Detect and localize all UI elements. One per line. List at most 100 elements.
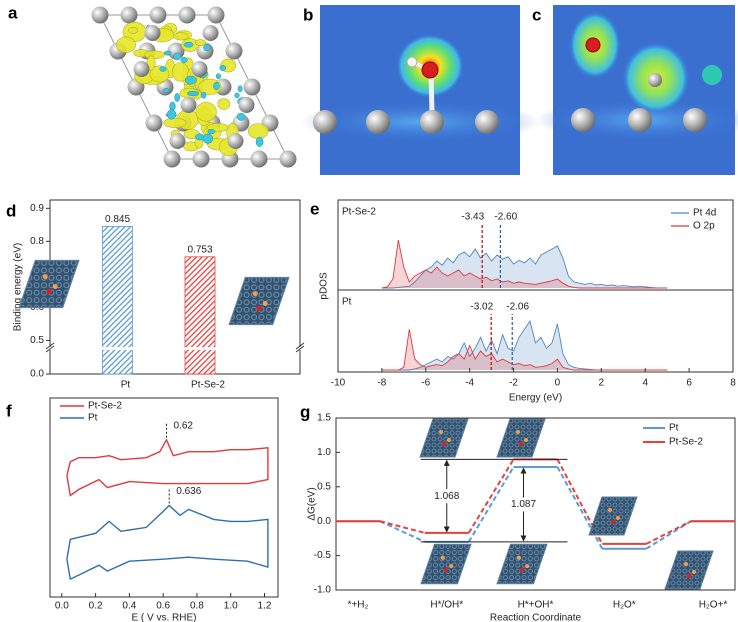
panel-label: b	[303, 5, 313, 24]
band-center-label: -2.06	[506, 302, 529, 313]
bar	[184, 256, 216, 375]
structure-icon	[588, 496, 638, 536]
structure-icon	[664, 550, 714, 590]
charge-isosurface	[116, 36, 136, 53]
axis-break-mark	[295, 342, 305, 350]
line	[381, 329, 668, 371]
atom	[250, 150, 268, 168]
atom	[702, 65, 722, 85]
x-tick-label: 6	[686, 378, 692, 389]
charge-isosurface	[173, 52, 182, 61]
atom	[628, 108, 652, 132]
charge-isosurface	[219, 64, 227, 71]
band-center-label: -3.43	[461, 212, 484, 223]
x-tick-label: -2	[509, 378, 518, 389]
panel-label: a	[8, 3, 18, 22]
value-label: 0.845	[105, 214, 130, 225]
x-tick-label: *+H₂	[348, 600, 369, 611]
atom	[192, 150, 210, 168]
atom	[243, 78, 261, 96]
x-tick-label: H*+OH*	[518, 600, 554, 611]
atom	[227, 133, 244, 149]
charge-density-map	[300, 5, 540, 175]
atom	[145, 114, 163, 132]
atom	[648, 73, 662, 87]
y-axis-title: pDOS	[319, 272, 330, 300]
charge-isosurface	[213, 81, 220, 91]
label-background	[430, 489, 463, 504]
panel-label: c	[532, 5, 541, 24]
atom	[225, 42, 243, 60]
panel-label: f	[6, 401, 12, 420]
x-tick-label: 4	[642, 378, 648, 389]
x-axis-title: Reaction Coordinate	[490, 613, 582, 622]
charge-isosurface	[200, 91, 207, 99]
charge-isosurface	[187, 90, 199, 97]
x-tick-label: 0	[555, 378, 561, 389]
y-tick-label: -1.0	[314, 585, 332, 596]
charge-isosurface	[167, 109, 177, 120]
y-tick-label: 0.9	[30, 203, 44, 214]
atom	[178, 6, 196, 24]
line	[66, 504, 269, 581]
y-tick-label: 1.5	[317, 413, 331, 424]
y-tick-label: -0.5	[314, 550, 332, 561]
panel-label: d	[6, 201, 16, 220]
subplot-title: Pt-Se-2	[342, 207, 376, 218]
connector	[556, 466, 604, 550]
charge-isosurface	[203, 44, 211, 52]
x-tick-label: 1.0	[224, 601, 238, 612]
atom	[279, 150, 297, 168]
charge-isosurface	[173, 32, 189, 41]
y-axis-title: Binding energy (eV)	[13, 243, 24, 331]
legend-label: Pt	[88, 413, 98, 424]
structure-icon	[419, 418, 469, 458]
atom	[313, 110, 337, 134]
legend-label: Pt 4d	[693, 208, 716, 219]
atom	[683, 108, 707, 132]
bond	[428, 71, 435, 113]
charge-isosurface	[180, 57, 188, 63]
atom	[180, 97, 197, 113]
charge-isosurface	[207, 129, 216, 135]
label-background	[507, 497, 540, 512]
plot-frame	[335, 417, 736, 591]
structure-icon	[496, 418, 546, 458]
atom	[406, 56, 418, 68]
x-axis-title: Energy (eV)	[509, 393, 562, 404]
atom	[133, 61, 150, 77]
x-tick-label: 8	[730, 378, 736, 389]
area	[381, 329, 668, 370]
atom	[149, 6, 167, 24]
connector	[379, 520, 426, 543]
peak-label: 0.636	[176, 486, 201, 497]
x-tick-label: 0.0	[55, 601, 69, 612]
charge-isosurface	[163, 117, 187, 129]
atom	[420, 110, 444, 134]
peak-label: 0.62	[174, 420, 194, 431]
axis-break-mark	[45, 345, 55, 353]
axis-break	[48, 347, 302, 350]
x-tick-label: H₂O*	[613, 600, 636, 611]
panel-label: e	[310, 199, 319, 218]
charge-isosurface	[144, 50, 165, 59]
atom	[585, 37, 601, 53]
x-axis-title: E ( V vs. RHE)	[131, 613, 196, 622]
atom	[163, 150, 181, 168]
legend-label: Pt-Se-2	[669, 437, 703, 448]
atom	[421, 61, 439, 79]
charge-isosurface	[194, 39, 207, 46]
structure-icon	[420, 543, 472, 585]
structure-icon	[18, 259, 80, 309]
charge-isosurface	[174, 93, 180, 102]
connector	[467, 458, 515, 534]
charge-isosurface	[185, 75, 197, 85]
x-tick-label: 0.8	[190, 601, 204, 612]
legend-label: Pt-Se-2	[88, 401, 122, 412]
area	[381, 240, 668, 288]
charge-isosurface	[169, 101, 176, 111]
connector	[645, 520, 692, 545]
barrier-label: 1.087	[511, 499, 536, 510]
